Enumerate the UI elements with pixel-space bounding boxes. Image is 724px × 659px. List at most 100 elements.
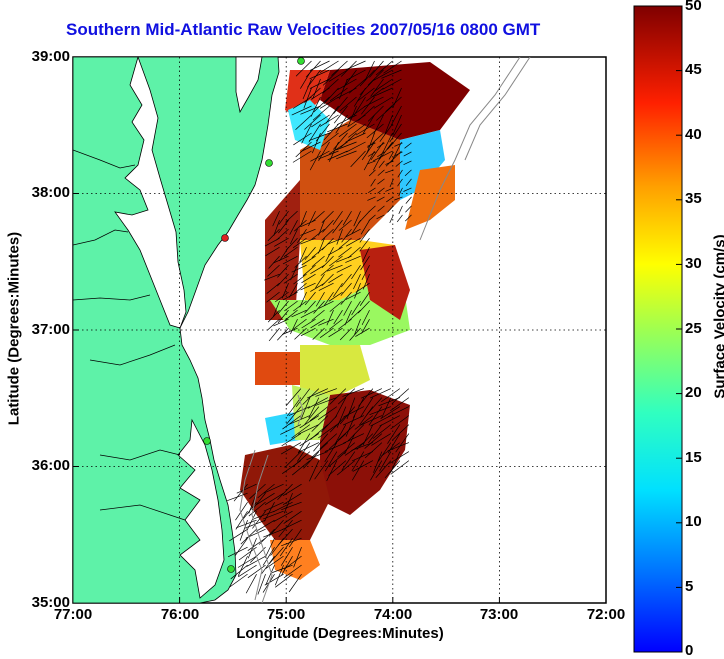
velocity-arrow	[315, 397, 337, 406]
velocity-arrow	[274, 237, 289, 247]
velocity-arrow	[306, 388, 329, 399]
velocity-arrow	[329, 415, 347, 433]
velocity-arrow	[405, 205, 412, 213]
velocity-arrow	[313, 96, 330, 113]
velocity-arrow	[367, 160, 376, 165]
velocity-arrow	[323, 291, 334, 306]
velocity-arrow	[265, 565, 275, 586]
velocity-arrow	[345, 60, 366, 71]
velocity-arrow	[227, 546, 248, 558]
velocity-arrow	[327, 150, 348, 161]
velocity-arrow	[361, 96, 375, 115]
velocity-arrow	[405, 196, 412, 204]
velocity-arrow	[329, 300, 343, 312]
velocity-arrow	[278, 210, 289, 225]
velocity-arrow	[328, 291, 343, 302]
y-tick-label: 39:00	[31, 48, 70, 65]
velocity-arrow	[384, 460, 401, 479]
velocity-arrow	[309, 150, 321, 171]
velocity-arrow	[355, 327, 370, 337]
velocity-arrow	[312, 327, 325, 340]
velocity-arrow	[280, 442, 302, 455]
velocity-arrow	[377, 169, 385, 176]
velocity-arrow	[236, 519, 257, 529]
velocity-arrow	[300, 228, 316, 236]
velocity-arrow	[283, 493, 293, 514]
velocity-arrow	[292, 150, 312, 163]
velocity-arrow	[394, 142, 403, 147]
y-tick-label: 38:00	[31, 184, 70, 201]
velocity-arrow	[344, 310, 352, 326]
velocity-arrow	[282, 291, 298, 301]
velocity-arrow	[310, 150, 330, 162]
velocity-arrow	[282, 415, 302, 430]
velocity-arrow	[323, 87, 339, 105]
velocity-arrow	[368, 205, 376, 213]
velocity-arrow	[277, 300, 289, 315]
velocity-arrow	[333, 132, 348, 150]
velocity-arrow	[361, 388, 383, 399]
x-axis-label: Longitude (Degrees:Minutes)	[236, 625, 444, 642]
velocity-arrow	[283, 273, 298, 284]
velocity-arrow	[378, 160, 385, 168]
velocity-arrow	[270, 537, 284, 556]
velocity-arrow	[345, 415, 356, 437]
velocity-arrow	[363, 150, 375, 171]
velocity-arrow	[364, 433, 383, 449]
colorbar-tick-label: 45	[685, 61, 702, 78]
station-marker	[221, 234, 229, 242]
velocity-arrow	[347, 105, 366, 120]
velocity-arrow	[309, 460, 320, 482]
station-markers	[203, 57, 305, 573]
velocity-arrow	[322, 219, 334, 233]
velocity-arrow	[236, 483, 257, 494]
velocity-arrow	[324, 442, 346, 452]
grid-lines	[73, 57, 606, 603]
velocity-arrow	[229, 573, 248, 588]
velocity-arrow	[337, 424, 356, 441]
velocity-arrow	[346, 69, 366, 81]
velocity-arrow	[372, 424, 392, 439]
velocity-arrow	[328, 327, 343, 338]
velocity-arrow	[382, 78, 402, 90]
velocity-arrow	[377, 442, 392, 462]
velocity-arrow	[257, 483, 275, 499]
velocity-arrow	[367, 196, 376, 201]
velocity-arrow	[277, 264, 289, 278]
velocity-arrow	[280, 424, 302, 435]
velocity-arrow	[278, 519, 293, 538]
velocity-arrow	[292, 237, 307, 249]
velocity-arrow	[370, 415, 392, 427]
velocity-arrow	[273, 255, 289, 264]
velocity-arrow	[392, 114, 402, 136]
colorbar-tick-label: 40	[685, 126, 702, 143]
velocity-arrow	[235, 510, 248, 530]
velocity-arrow	[281, 537, 302, 547]
velocity-arrow	[230, 564, 248, 580]
velocity-arrow	[370, 178, 376, 187]
velocity-arrow	[351, 442, 373, 451]
velocity-arrow	[328, 273, 343, 284]
velocity-arrow	[328, 69, 348, 82]
velocity-arrow	[321, 255, 334, 269]
velocity-arrow	[309, 132, 330, 141]
velocity-arrow	[315, 273, 325, 289]
velocity-arrow	[278, 219, 289, 234]
velocity-arrow	[397, 169, 403, 178]
velocity-arrow	[311, 309, 325, 321]
velocity-arrow	[285, 388, 302, 407]
bathymetry-contours	[239, 57, 531, 603]
velocity-arrow	[338, 237, 352, 249]
velocity-arrow	[319, 60, 339, 73]
velocity-arrow	[249, 483, 266, 500]
velocity-arrow	[327, 246, 343, 256]
velocity-arrow	[348, 78, 366, 94]
velocity-arrow	[345, 255, 361, 263]
velocity-arrow	[266, 291, 280, 303]
velocity-arrow	[345, 291, 361, 300]
colorbar	[633, 5, 683, 653]
velocity-arrow	[361, 141, 375, 161]
velocity-arrow	[272, 564, 293, 573]
velocity-arrow	[300, 211, 307, 227]
velocity-arrow	[334, 424, 347, 445]
